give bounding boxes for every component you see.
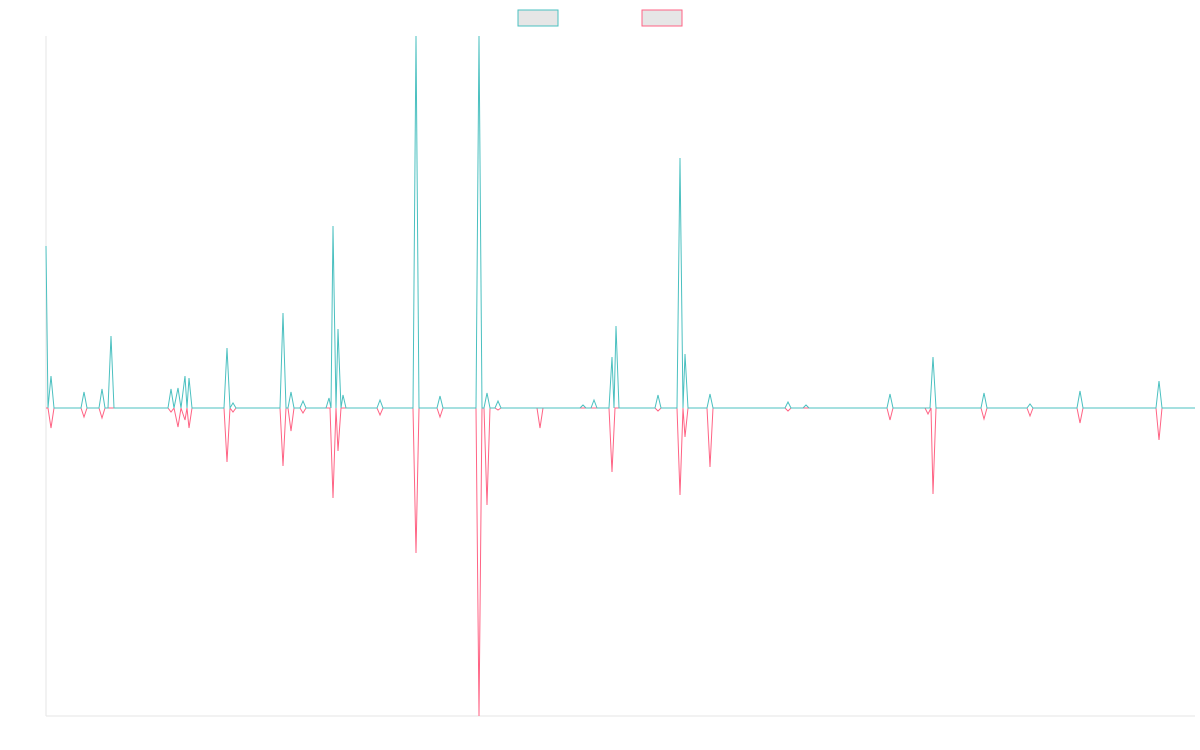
series-line bbox=[46, 406, 1195, 717]
legend-swatch bbox=[517, 9, 559, 27]
series-line bbox=[45, 35, 1195, 410]
legend-swatch bbox=[641, 9, 683, 27]
